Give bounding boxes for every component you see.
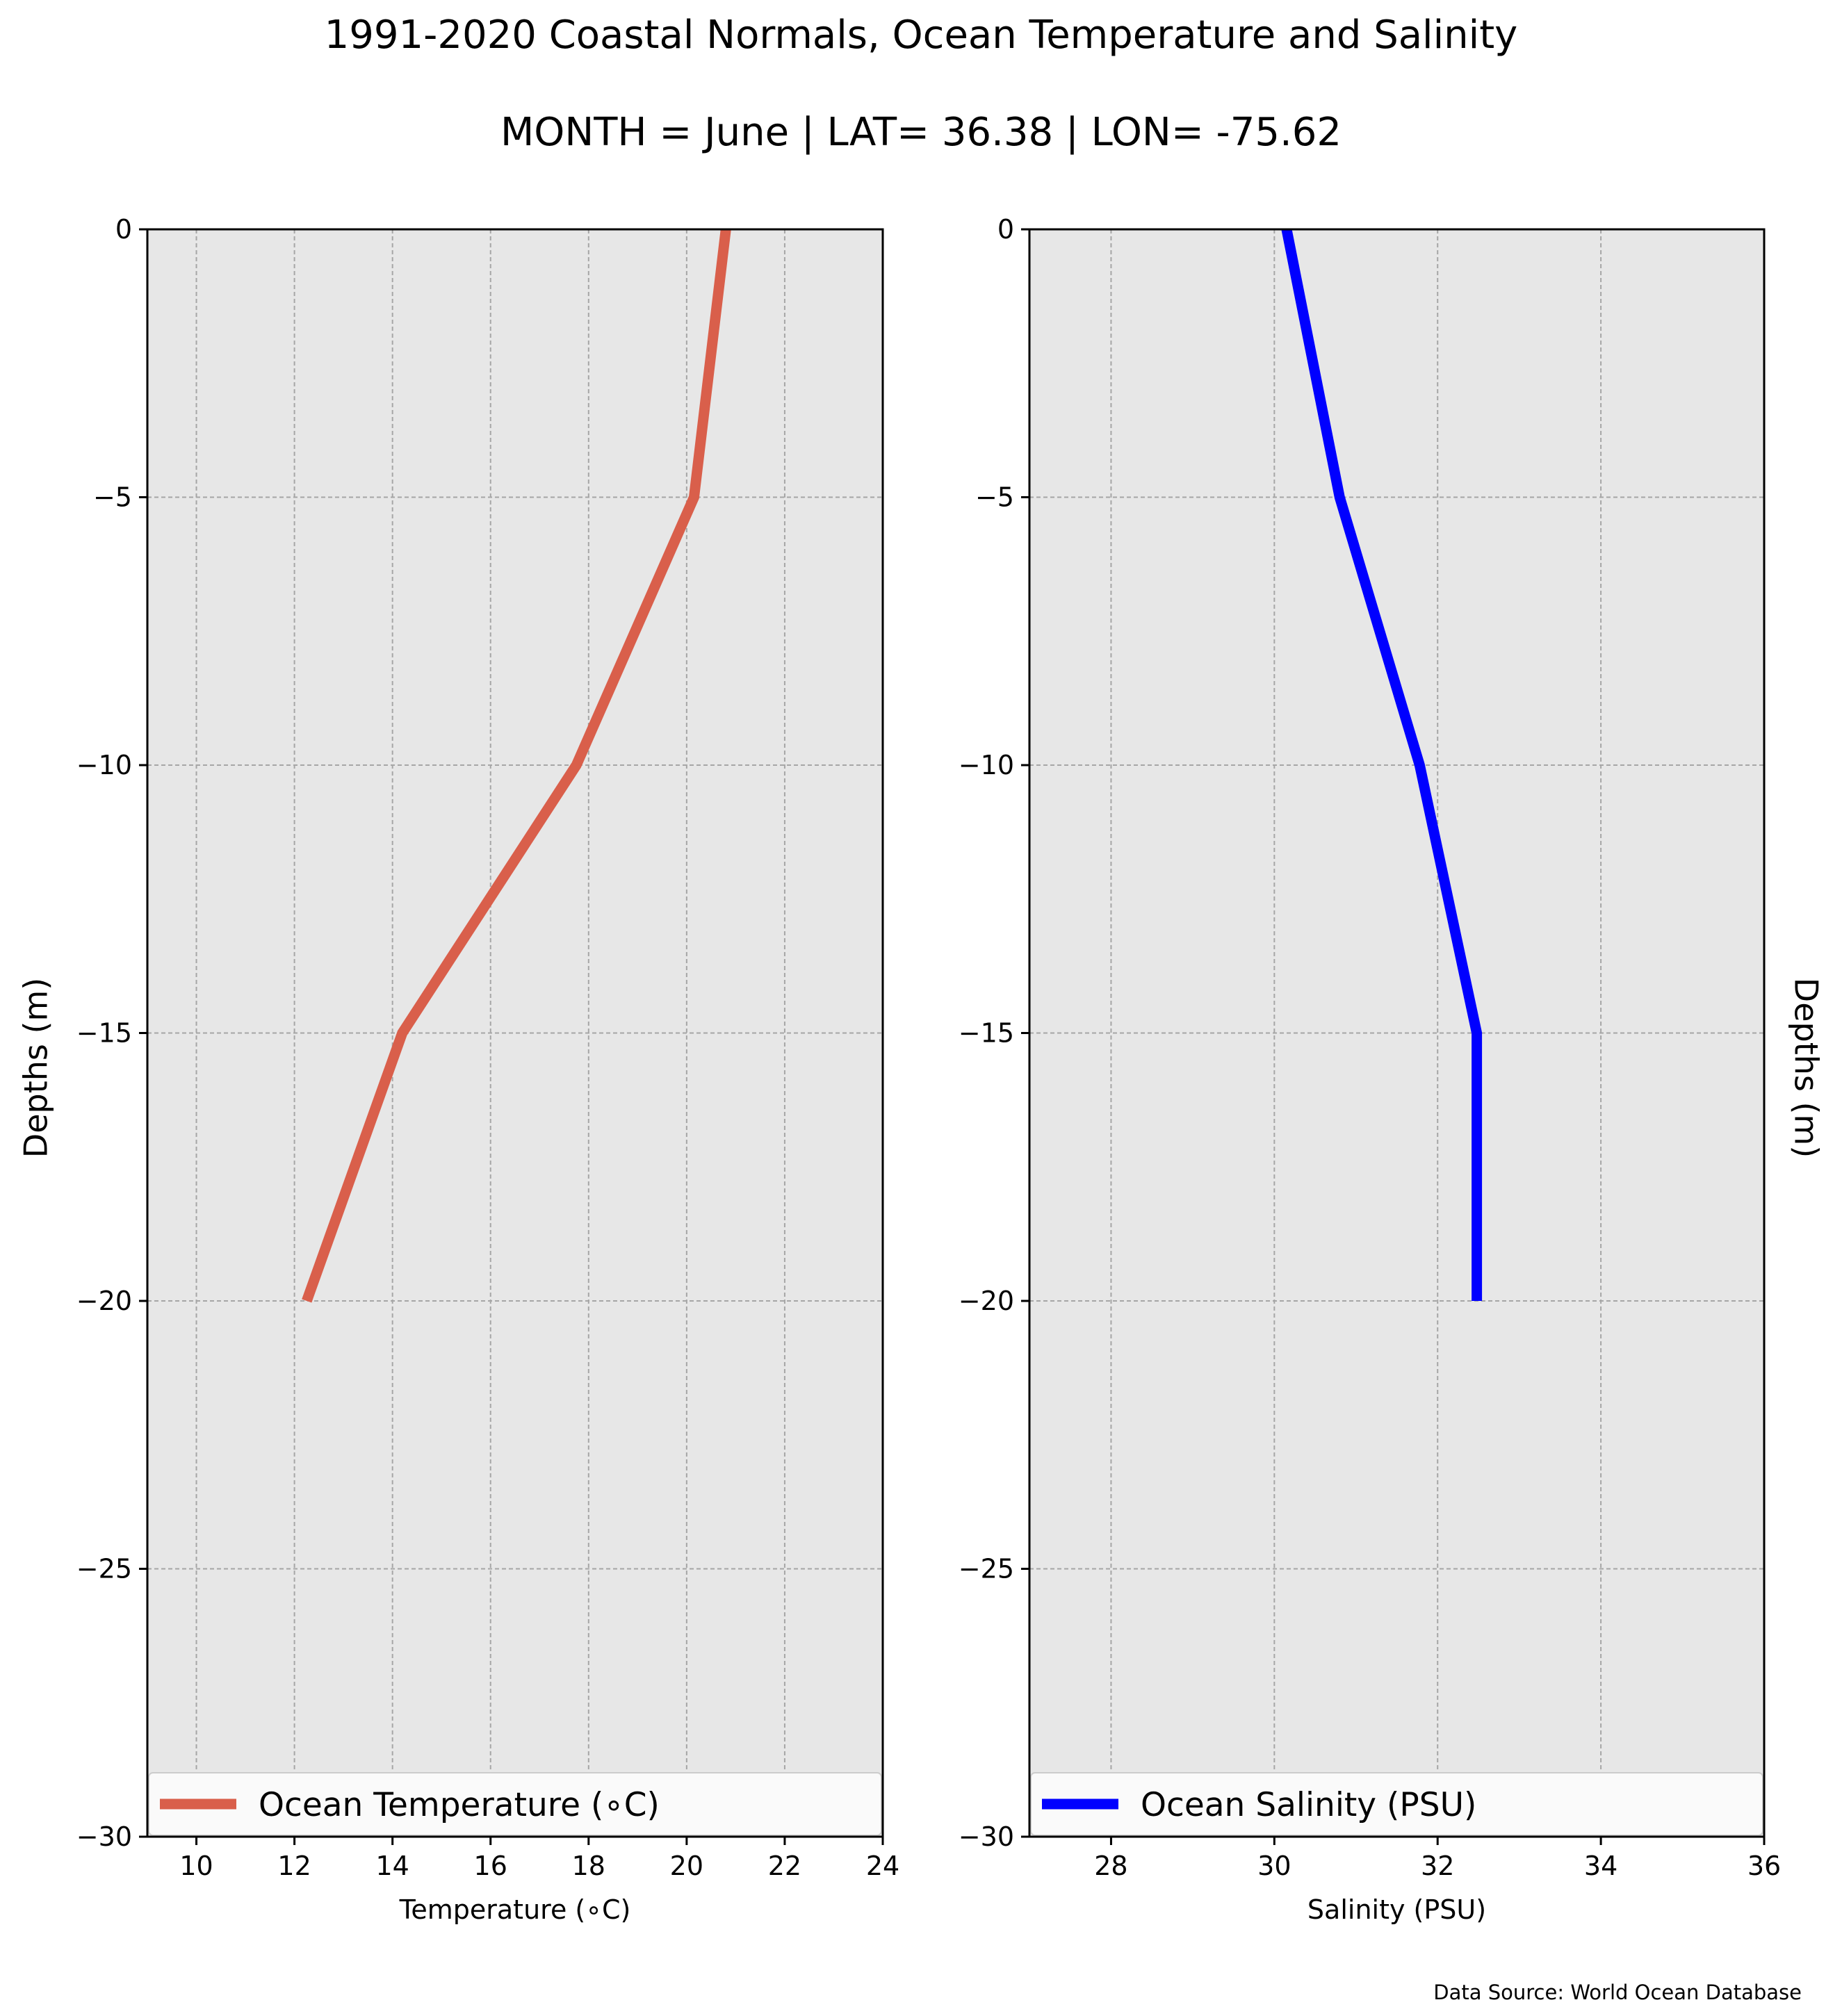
temperature-x-tick-label: 20 — [670, 1851, 703, 1881]
salinity-x-tick-label: 28 — [1094, 1851, 1127, 1881]
salinity-legend-label: Ocean Salinity (PSU) — [1141, 1786, 1476, 1824]
salinity-plot-area — [1029, 229, 1764, 1837]
temperature-y-tick-label: −30 — [76, 1821, 132, 1852]
salinity-x-axis-label: Salinity (PSU) — [1307, 1894, 1486, 1925]
salinity-y-tick-label: −5 — [975, 482, 1014, 513]
temperature-x-tick-label: 10 — [179, 1851, 213, 1881]
temperature-y-tick-label: −10 — [76, 750, 132, 780]
salinity-legend-box — [1030, 1772, 1763, 1836]
temperature-x-tick-label: 16 — [474, 1851, 507, 1881]
temperature-x-tick-label: 12 — [277, 1851, 311, 1881]
temperature-y-tick-label: −25 — [76, 1554, 132, 1584]
temperature-x-tick-label: 18 — [572, 1851, 605, 1881]
temperature-plot-area — [147, 229, 883, 1837]
salinity-y-tick-label: −15 — [959, 1018, 1014, 1049]
temperature-y-tick-label: 0 — [115, 214, 132, 245]
salinity-y-axis-label: Depths (m) — [1788, 978, 1825, 1158]
temperature-series-line — [302, 229, 731, 1303]
salinity-series-line — [1281, 228, 1483, 1301]
salinity-y-tick-label: −30 — [959, 1821, 1014, 1852]
temperature-x-tick-label: 14 — [375, 1851, 409, 1881]
salinity-y-tick-label: −25 — [959, 1554, 1014, 1584]
temperature-y-tick-label: −20 — [76, 1286, 132, 1316]
chart-subtitle: MONTH = June | LAT= 36.38 | LON= -75.62 — [500, 110, 1342, 155]
salinity-y-tick-label: −10 — [959, 750, 1014, 780]
temperature-x-tick-label: 24 — [866, 1851, 899, 1881]
temperature-legend-box — [148, 1772, 882, 1836]
temperature-y-tick-label: −5 — [93, 482, 132, 513]
data-source-note: Data Source: World Ocean Database — [1433, 1981, 1802, 2004]
chart-title: 1991-2020 Coastal Normals, Ocean Tempera… — [324, 13, 1518, 58]
temperature-y-tick-label: −15 — [76, 1018, 132, 1049]
salinity-x-tick-label: 34 — [1584, 1851, 1617, 1881]
temperature-x-tick-label: 22 — [768, 1851, 801, 1881]
salinity-x-tick-label: 30 — [1257, 1851, 1291, 1881]
salinity-x-tick-label: 32 — [1421, 1851, 1454, 1881]
temperature-legend-label: Ocean Temperature (∘C) — [259, 1786, 660, 1824]
salinity-y-tick-label: −20 — [959, 1286, 1014, 1316]
salinity-y-tick-label: 0 — [997, 214, 1014, 245]
temperature-y-axis-label: Depths (m) — [17, 978, 55, 1158]
salinity-x-tick-label: 36 — [1747, 1851, 1781, 1881]
temperature-x-axis-label: Temperature (∘C) — [399, 1894, 631, 1925]
